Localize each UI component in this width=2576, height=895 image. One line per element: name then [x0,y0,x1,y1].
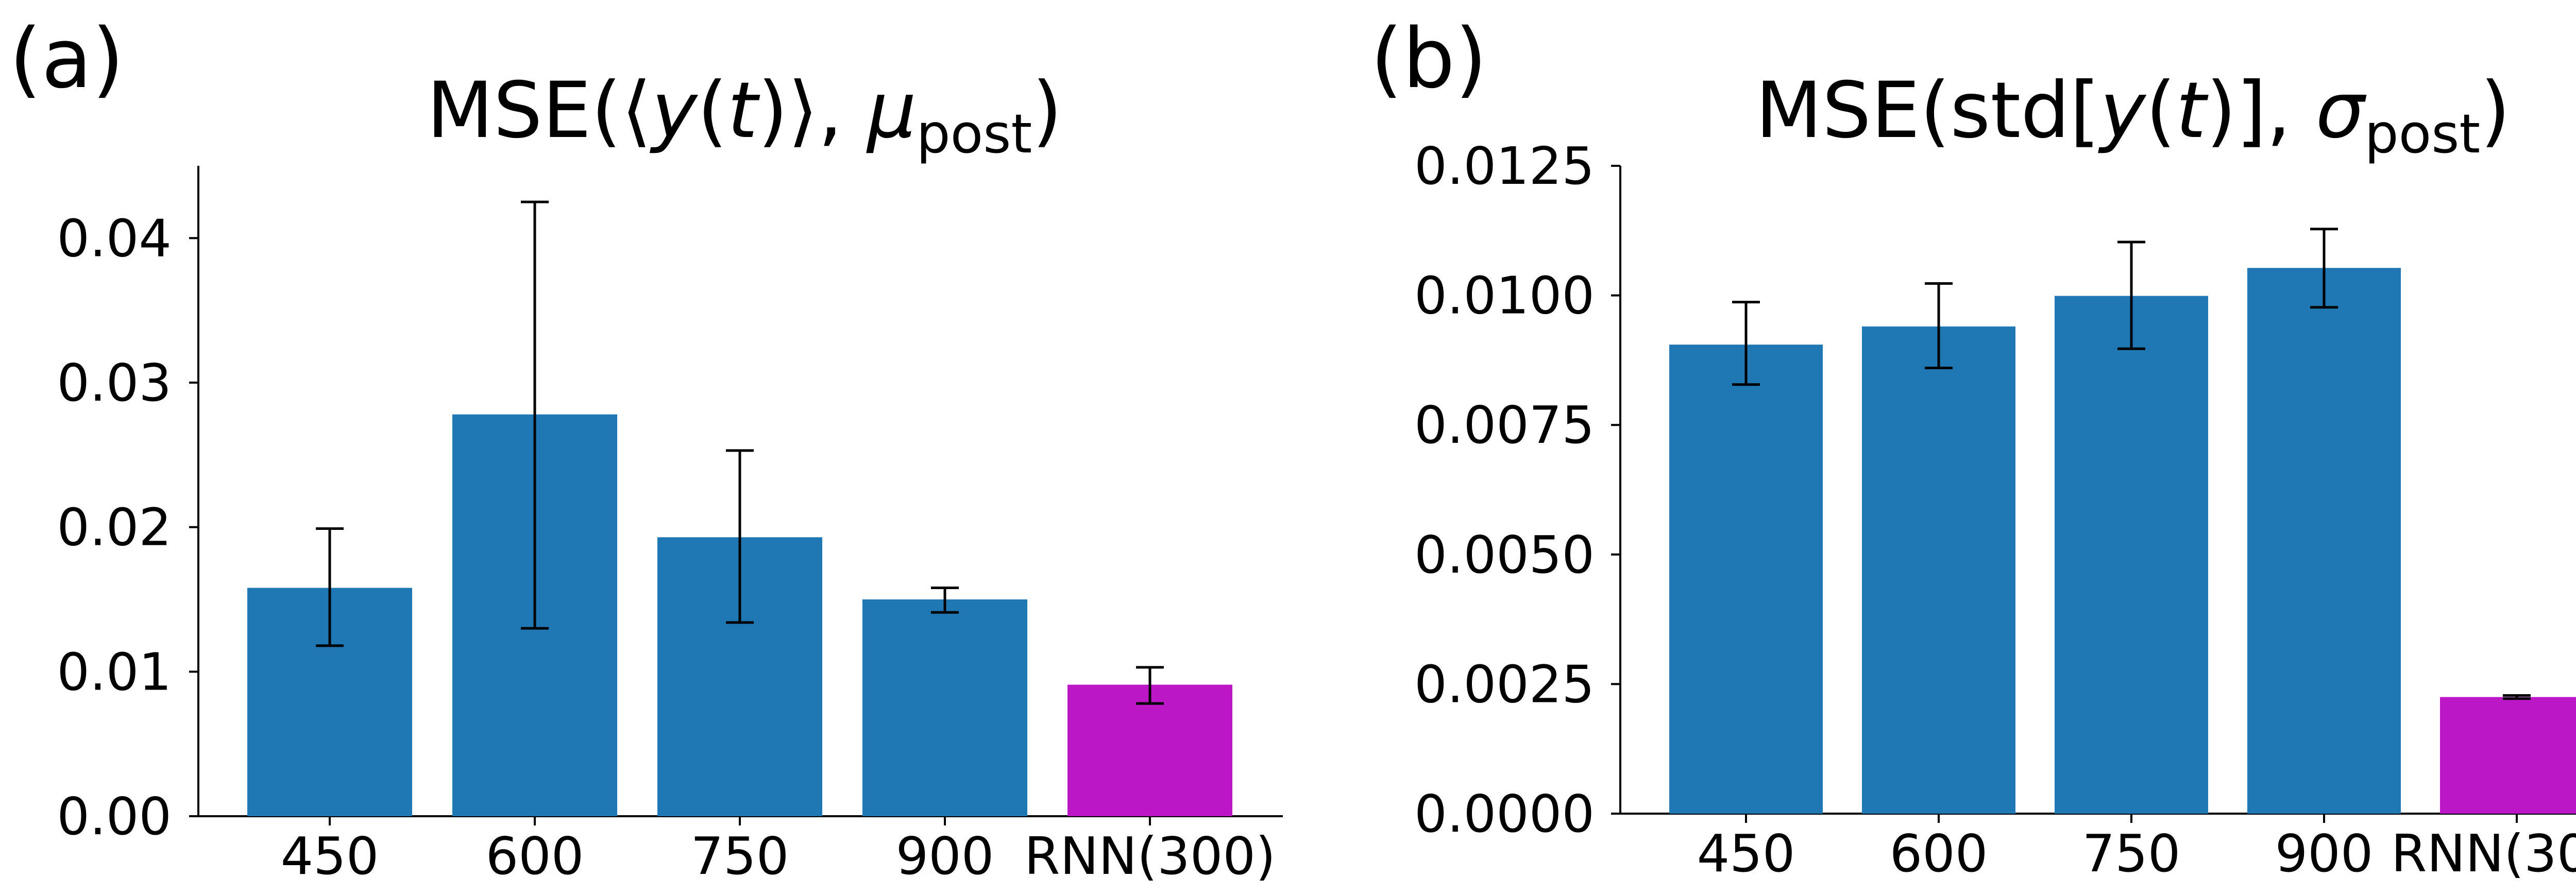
panel-b-ytick-label: 0.0025 [1414,654,1595,714]
title-b-symbol: σ [2315,66,2365,156]
panel-b-ytick-label: 0.0000 [1414,784,1595,844]
title-b-paren-open: ( [2145,66,2176,156]
title-b-arg: t [2176,66,2207,156]
title-a-suffix: ) [1032,66,1062,156]
panel-b-bar [2440,697,2576,814]
title-a-subscript: post [916,102,1032,165]
title-a-var: y [651,66,698,156]
panel-a-label: (a) [9,10,124,107]
panel-b-bar [1862,326,2015,814]
panel-b-ytick-label: 0.0075 [1414,395,1595,455]
title-a-symbol: μ [867,66,917,156]
panel-a-ytick-label: 0.02 [57,497,172,558]
panel-a-ytick-label: 0.03 [57,353,172,413]
panel-b-xtick-label: 750 [2082,823,2181,884]
panel-a-bar [1067,684,1232,816]
title-a-paren-close: )⟩, [757,66,868,156]
panel-a-xtick-label: RNN(300) [1024,826,1276,886]
panel-b-title: MSE(std[y(t)], σpost) [1620,66,2576,161]
panel-a-ytick-label: 0.00 [57,786,172,847]
panel-a-ytick-label: 0.04 [57,208,172,268]
panel-b-label: (b) [1370,10,1487,107]
panel-b-xtick-label: 900 [2275,823,2374,884]
title-b-var: y [2099,66,2146,156]
panel-b-xtick-label: 450 [1697,823,1795,884]
panel-a-xtick-label: 450 [281,826,379,886]
panel-b-bar [2055,296,2208,814]
title-a-arg: t [727,66,758,156]
panel-a-ytick-label: 0.01 [57,642,172,702]
panel-a-xtick-label: 600 [486,826,584,886]
panel-a-xtick-label: 750 [691,826,789,886]
panel-b-ytick-label: 0.0050 [1414,525,1595,585]
panel-a-title: MSE(⟨y(t)⟩, μpost) [198,66,1291,161]
panel-b-ytick-label: 0.0100 [1414,266,1595,326]
panel-b-xtick-label: RNN(300) [2391,823,2576,884]
panel-a-xtick-label: 900 [896,826,994,886]
title-b-paren-close: )], [2206,66,2316,156]
panel-b-bar [1669,345,1823,814]
title-b-prefix: MSE(std[ [1755,66,2100,156]
panel-b-ytick-label: 0.0125 [1414,136,1595,196]
title-a-paren-open: ( [697,66,727,156]
title-b-suffix: ) [2480,66,2511,156]
title-a-prefix: MSE(⟨ [427,66,652,156]
panel-a-bar [862,599,1027,816]
panel-b-xtick-label: 600 [1890,823,1988,884]
panel-b-bar [2247,268,2401,814]
title-b-subscript: post [2364,102,2481,165]
